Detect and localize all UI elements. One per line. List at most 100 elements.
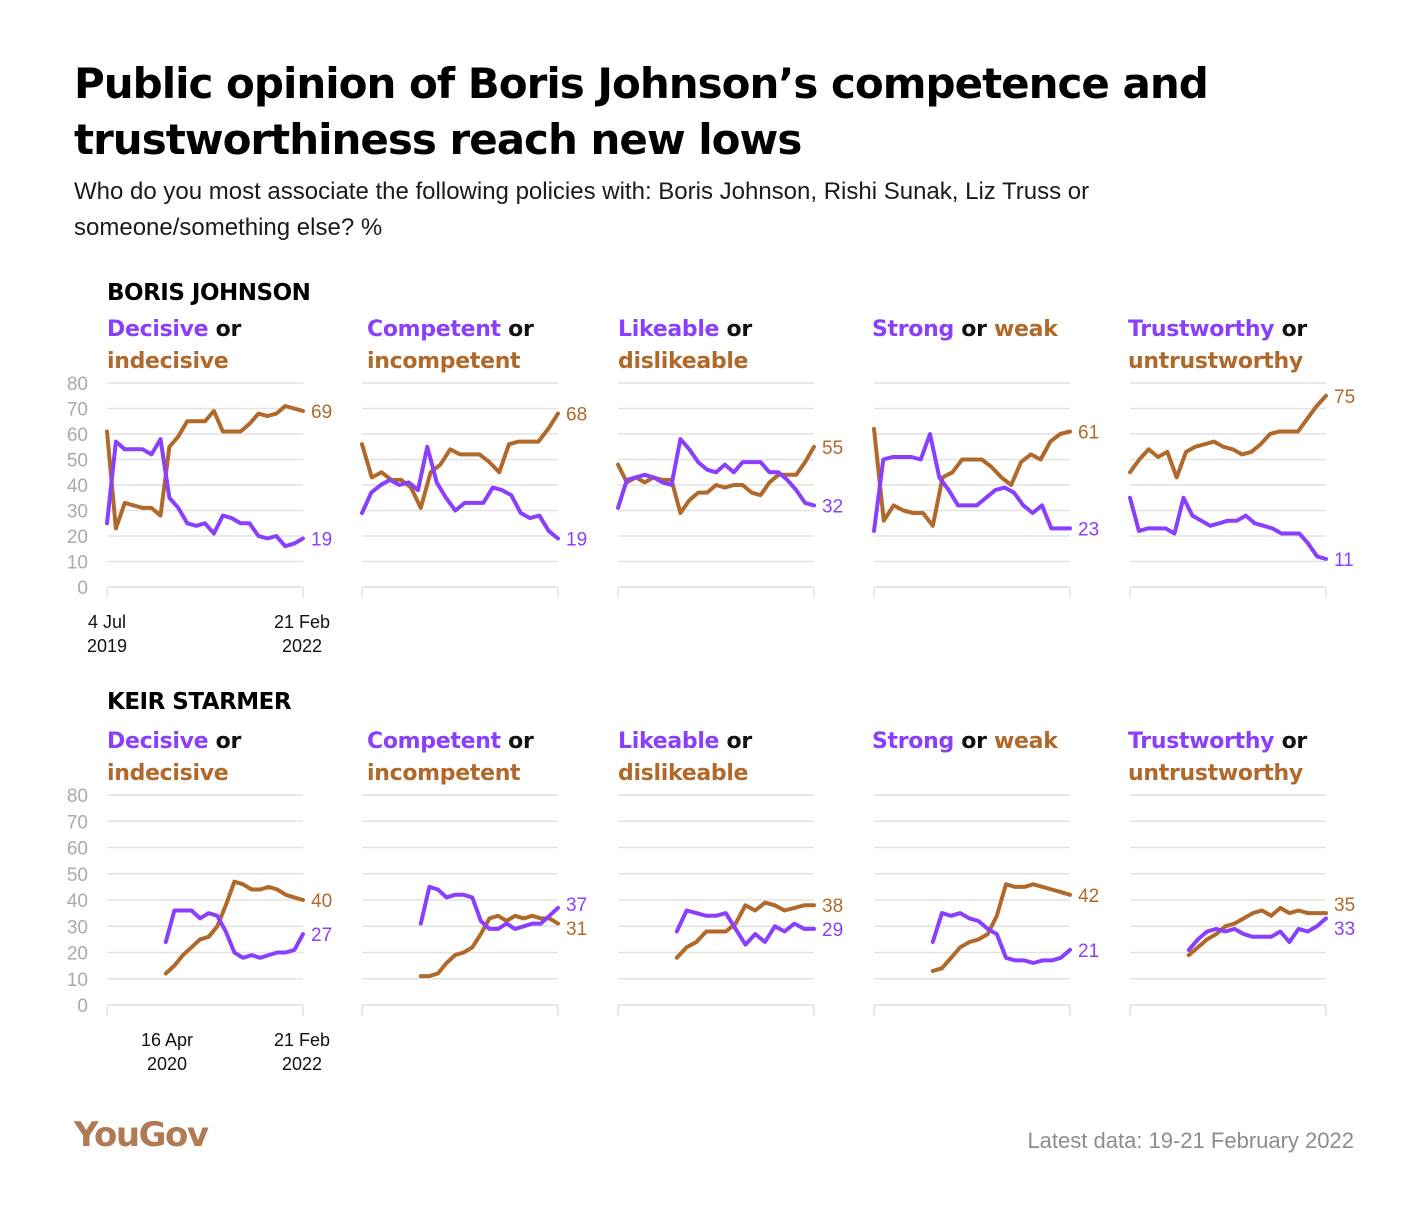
panel-title-decisive: Decisive or indecisive [107, 314, 241, 378]
panel-title-connector: or [508, 317, 534, 342]
panel-title-negative: untrustworthy [1128, 761, 1303, 786]
y-tick-label: 60 [67, 425, 88, 446]
panel-title-connector: or [726, 729, 753, 754]
y-tick-label: 70 [67, 400, 88, 421]
panel-title-connector: or [961, 317, 987, 342]
x-end-date-label: 21 Feb 2022 [257, 1028, 347, 1076]
y-tick-label: 10 [67, 970, 88, 991]
panel-title-positive: Strong [872, 317, 954, 342]
end-value-label-positive: 19 [566, 530, 587, 551]
end-value-label-positive: 19 [311, 530, 332, 551]
series-line-positive [1128, 495, 1328, 561]
series-line-negative [930, 882, 1072, 973]
panel-title-strong: Strong or weak [872, 314, 1058, 346]
end-value-label-negative: 38 [822, 896, 843, 917]
y-tick-label: 40 [67, 891, 88, 912]
panel-title-positive: Trustworthy [1128, 729, 1275, 754]
y-tick-label: 50 [67, 451, 88, 472]
x-start-date-label: 16 Apr 2020 [122, 1028, 212, 1076]
panel-title-positive: Likeable [618, 729, 720, 754]
y-tick-label: 0 [77, 996, 88, 1017]
series-line-positive [674, 908, 816, 947]
end-value-label-negative: 61 [1078, 422, 1099, 443]
date-line-1: 21 Feb [273, 612, 331, 632]
y-tick-label: 30 [67, 917, 88, 938]
chart-title: Public opinion of Boris Johnson’s compet… [74, 59, 1209, 164]
panel-title-negative: indecisive [107, 761, 229, 786]
panel-title-negative: weak [994, 317, 1058, 342]
x-start-date-label: 4 Jul 2019 [62, 610, 152, 658]
panel-title-connector: or [961, 729, 987, 754]
y-tick-label: 80 [67, 786, 88, 807]
yougov-logo: YouGov [74, 1115, 209, 1155]
y-tick-label: 40 [67, 476, 88, 497]
panel-title-trustworthy: Trustworthy or untrustworthy [1128, 726, 1307, 790]
panel-title-positive: Likeable [618, 317, 720, 342]
panel-title-negative: weak [994, 729, 1058, 754]
series-line-negative [360, 411, 560, 510]
end-value-label-positive: 37 [566, 895, 587, 916]
panel-title-negative: incompetent [367, 761, 521, 786]
date-line-1: 21 Feb [273, 1030, 331, 1050]
end-value-label-negative: 68 [566, 405, 587, 426]
end-value-label-positive: 33 [1334, 919, 1355, 940]
series-line-negative [105, 404, 305, 531]
series-line-negative [1186, 905, 1328, 958]
chart-subtitle: Who do you most associate the following … [74, 178, 1090, 241]
y-tick-label: 20 [67, 944, 88, 965]
end-value-label-negative: 40 [311, 891, 332, 912]
date-line-2: 2022 [281, 1054, 323, 1074]
panel-title-positive: Strong [872, 729, 954, 754]
series-line-negative [872, 426, 1072, 528]
series-line-negative [418, 913, 560, 979]
panel-title-connector: or [1281, 729, 1308, 754]
section-label-keir-starmer: KEIR STARMER [107, 689, 292, 715]
panel-title-connector: or [1281, 317, 1308, 342]
panel-title-trustworthy: Trustworthy or untrustworthy [1128, 314, 1307, 378]
end-value-label-negative: 35 [1334, 895, 1355, 916]
latest-data-note: Latest data: 19-21 February 2022 [1027, 1128, 1354, 1153]
end-value-label-positive: 27 [311, 925, 332, 946]
series-line-positive [616, 437, 816, 510]
panel-title-negative: indecisive [107, 349, 229, 374]
panel-title-positive: Competent [367, 729, 501, 754]
end-value-label-negative: 31 [566, 919, 587, 940]
date-line-1: 4 Jul [87, 612, 127, 632]
panel-title-negative: untrustworthy [1128, 349, 1303, 374]
series-line-positive [105, 437, 305, 549]
end-value-label-positive: 21 [1078, 941, 1099, 962]
panel-title-connector: or [508, 729, 534, 754]
x-end-date-label: 21 Feb 2022 [257, 610, 347, 658]
series-line-positive [1186, 916, 1328, 952]
y-tick-label: 80 [67, 374, 88, 395]
panel-title-strong: Strong or weak [872, 726, 1058, 758]
panel-title-negative: incompetent [367, 349, 521, 374]
end-value-label-positive: 32 [822, 496, 843, 517]
panel-title-decisive: Decisive or indecisive [107, 726, 241, 790]
series-line-negative [674, 900, 816, 960]
panel-title-negative: dislikeable [618, 349, 749, 374]
y-tick-label: 20 [67, 527, 88, 548]
panel-title-positive: Decisive [107, 317, 209, 342]
y-tick-label: 70 [67, 812, 88, 833]
series-line-positive [872, 432, 1072, 533]
y-tick-label: 30 [67, 502, 88, 523]
panel-title-competent: Competent or incompetent [367, 314, 534, 378]
end-value-label-positive: 29 [822, 920, 843, 941]
series-line-positive [163, 908, 305, 960]
end-value-label-negative: 55 [822, 438, 843, 459]
end-value-label-negative: 69 [311, 402, 332, 423]
end-value-label-positive: 23 [1078, 519, 1099, 540]
panel-title-positive: Decisive [107, 729, 209, 754]
end-value-label-negative: 75 [1334, 387, 1355, 408]
panel-title-likeable: Likeable or dislikeable [618, 726, 752, 790]
panel-title-positive: Trustworthy [1128, 317, 1275, 342]
date-line-2: 2020 [146, 1054, 188, 1074]
y-tick-label: 0 [77, 578, 88, 599]
end-value-label-negative: 42 [1078, 886, 1099, 907]
y-tick-label: 10 [67, 553, 88, 574]
series-line-positive [930, 911, 1072, 965]
series-line-negative [1128, 393, 1328, 480]
y-tick-label: 60 [67, 839, 88, 860]
